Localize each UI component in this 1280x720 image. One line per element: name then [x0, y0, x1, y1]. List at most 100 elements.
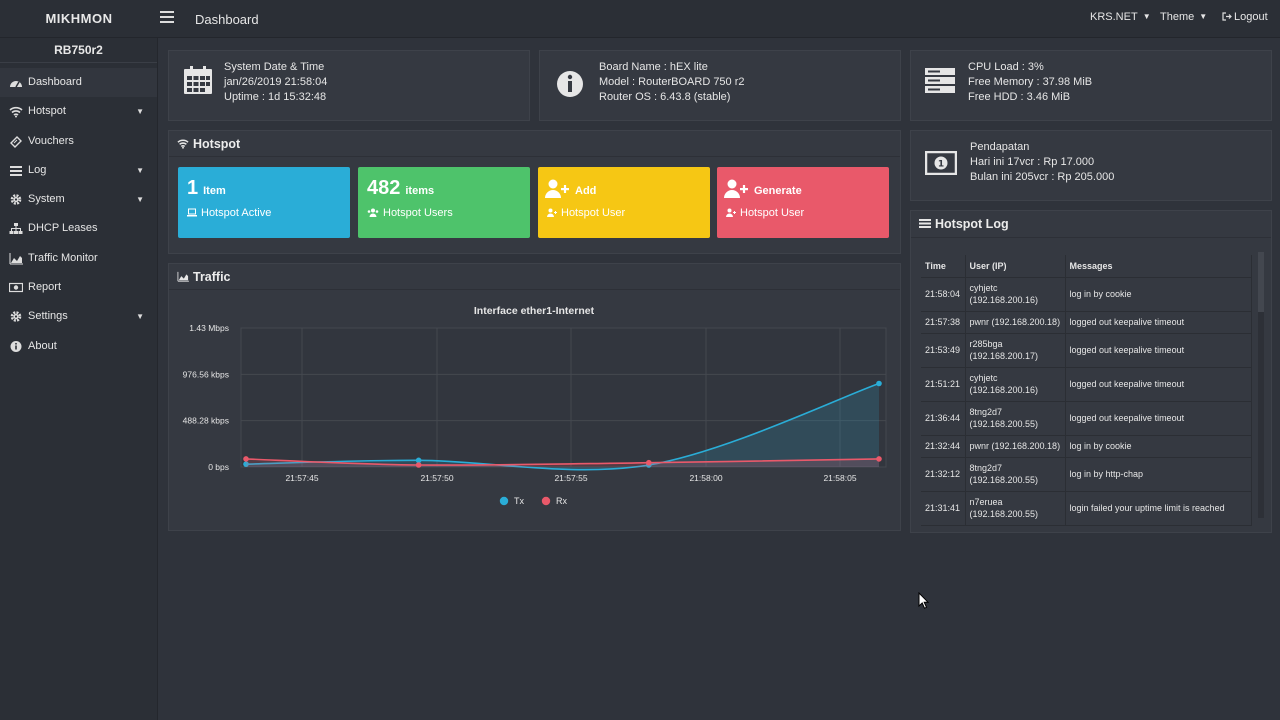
user-plus-icon	[547, 208, 557, 217]
log-user: cyhjetc (192.168.200.16)	[965, 277, 1066, 312]
laptop-icon	[187, 208, 197, 217]
info-circle-icon	[557, 71, 583, 97]
server-icon	[925, 68, 955, 93]
sidebar-item-label: Settings	[28, 310, 68, 323]
session-label: KRS.NET	[1090, 11, 1138, 23]
log-user-ip: (192.168.200.16)	[969, 295, 1039, 305]
logout-label: Logout	[1234, 11, 1268, 23]
plot-area	[240, 327, 887, 468]
hotspot-panel-header: Hotspot	[169, 131, 900, 157]
svg-text:1: 1	[938, 160, 944, 170]
log-time: 21:57:38	[921, 311, 966, 334]
log-time: 21:58:04	[921, 277, 966, 312]
table-row: 21:36:44 8tng2d7 (192.168.200.55) logged ou…	[921, 401, 1252, 436]
x-tick-label: 21:58:05	[823, 473, 856, 483]
sidebar-item-vouchers[interactable]: Vouchers	[0, 127, 157, 156]
log-user-name: cyhjetc	[969, 283, 998, 293]
income-info-box: 1 Pendapatan Hari ini 17vcr : Rp 17.000 …	[910, 130, 1272, 201]
sidebar-item-traffic-monitor[interactable]: Traffic Monitor	[0, 244, 157, 273]
theme-label: Theme	[1160, 11, 1195, 23]
caret-down-icon: ▼	[136, 165, 144, 175]
theme-dropdown[interactable]: Theme ▼	[1160, 11, 1207, 23]
sidebar-item-system[interactable]: System ▼	[0, 185, 157, 214]
log-user-name: cyhjetc	[969, 373, 998, 383]
x-tick-label: 21:57:55	[554, 473, 587, 483]
legend-label-rx: Rx	[556, 496, 567, 506]
log-time: 21:31:41	[921, 491, 966, 526]
users-count: 482	[367, 177, 401, 199]
caret-down-icon: ▼	[1142, 12, 1151, 21]
log-user: pwnr (192.168.200.18)	[965, 311, 1066, 334]
sign-out-icon	[1222, 12, 1232, 21]
hamburger-menu-icon[interactable]	[160, 11, 174, 25]
sidebar-item-hotspot[interactable]: Hotspot ▼	[0, 97, 157, 126]
table-row: 21:32:44 pwnr (192.168.200.18) log in by c…	[921, 435, 1252, 458]
users-unit: items	[405, 185, 435, 197]
hotspot-users-tile[interactable]: 482 items Hotspot Users	[358, 167, 530, 238]
sidebar-item-dashboard[interactable]: Dashboard	[0, 68, 157, 98]
sidebar-item-settings[interactable]: Settings ▼	[0, 302, 157, 331]
gear-icon	[10, 311, 22, 323]
add-label: Add	[575, 185, 597, 197]
sidebar-item-report[interactable]: Report	[0, 273, 157, 302]
sitemap-icon	[9, 223, 23, 235]
log-user: cyhjetc (192.168.200.16)	[965, 367, 1066, 402]
log-time: 21:36:44	[921, 401, 966, 436]
log-user-name: pwnr (192.168.200.18)	[969, 441, 1061, 451]
gear-icon	[10, 194, 22, 205]
users-label: Hotspot Users	[383, 207, 453, 219]
table-row: 21:32:12 8tng2d7 (192.168.200.55) log in by…	[921, 457, 1252, 492]
scrollbar-thumb[interactable]	[1258, 252, 1264, 312]
caret-down-icon: ▼	[136, 195, 144, 205]
income-month: Bulan ini 205vcr : Rp 205.000	[970, 171, 1115, 183]
log-user: 8tng2d7 (192.168.200.55)	[965, 401, 1066, 436]
log-user-ip: (192.168.200.17)	[969, 351, 1039, 361]
user-plus-icon	[545, 179, 569, 198]
log-user: pwnr (192.168.200.18)	[965, 435, 1066, 458]
sidebar-item-label: DHCP Leases	[28, 222, 98, 235]
board-model: Model : RouterBOARD 750 r2	[599, 76, 745, 88]
add-user-tile[interactable]: Add Hotspot User	[538, 167, 710, 238]
legend-marker-tx	[499, 496, 509, 506]
active-unit: Item	[203, 185, 226, 197]
hotspot-panel-title: Hotspot	[193, 137, 241, 151]
log-message: logged out keepalive timeout	[1065, 401, 1252, 436]
hotspot-log-header: Hotspot Log	[911, 211, 1271, 238]
generate-user-tile[interactable]: Generate Hotspot User	[717, 167, 889, 238]
list-icon	[919, 219, 931, 228]
log-user-name: 8tng2d7	[969, 407, 1003, 417]
log-message: login failed your uptime limit is reache…	[1065, 491, 1252, 526]
board-info-box: Board Name : hEX lite Model : RouterBOAR…	[539, 50, 901, 121]
logout-button[interactable]: Logout	[1222, 11, 1268, 23]
legend-label-tx: Tx	[514, 496, 524, 506]
hotspot-log-title: Hotspot Log	[935, 217, 1009, 231]
hotspot-log-table: Time User (IP) Messages 21:58:04 cyhjetc(…	[921, 255, 1252, 526]
calendar-icon	[184, 66, 212, 94]
hotspot-active-tile[interactable]: 1 Item Hotspot Active	[178, 167, 350, 238]
sidebar: RB750r2 Dashboard Hotspot ▼ Vouchers Log…	[0, 38, 158, 720]
area-chart-icon	[9, 252, 23, 265]
active-label: Hotspot Active	[201, 207, 272, 219]
table-row: 21:57:38 pwnr (192.168.200.18) logged out …	[921, 311, 1252, 334]
list-icon	[10, 165, 22, 176]
y-tick-label: 976.56 kbps	[183, 369, 229, 379]
generate-label: Generate	[754, 185, 802, 197]
top-bar: MIKHMON Dashboard KRS.NET ▼ Theme ▼ Logout	[0, 0, 1280, 38]
y-tick-label: 0 bps	[208, 462, 229, 472]
log-message: logged out keepalive timeout	[1065, 311, 1252, 334]
mouse-cursor-icon	[918, 592, 930, 609]
sidebar-item-about[interactable]: About	[0, 332, 157, 361]
log-user: r285bga (192.168.200.17)	[965, 333, 1066, 368]
log-user-ip: (192.168.200.55)	[969, 475, 1039, 485]
log-scrollbar[interactable]	[1258, 252, 1264, 518]
log-user-name: pwnr (192.168.200.18)	[969, 317, 1061, 327]
data-point-rx	[876, 456, 882, 462]
sidebar-item-log[interactable]: Log ▼	[0, 156, 157, 185]
table-row: 21:58:04 cyhjetc (192.168.200.16) log in by…	[921, 277, 1252, 312]
column-header: Time	[921, 255, 966, 278]
sidebar-item-label: Report	[28, 281, 62, 294]
x-tick-label: 21:58:00	[689, 473, 722, 483]
session-dropdown[interactable]: KRS.NET ▼	[1090, 11, 1151, 23]
sidebar-item-dhcp-leases[interactable]: DHCP Leases	[0, 214, 157, 243]
free-hdd: Free HDD : 3.46 MiB	[968, 91, 1071, 103]
